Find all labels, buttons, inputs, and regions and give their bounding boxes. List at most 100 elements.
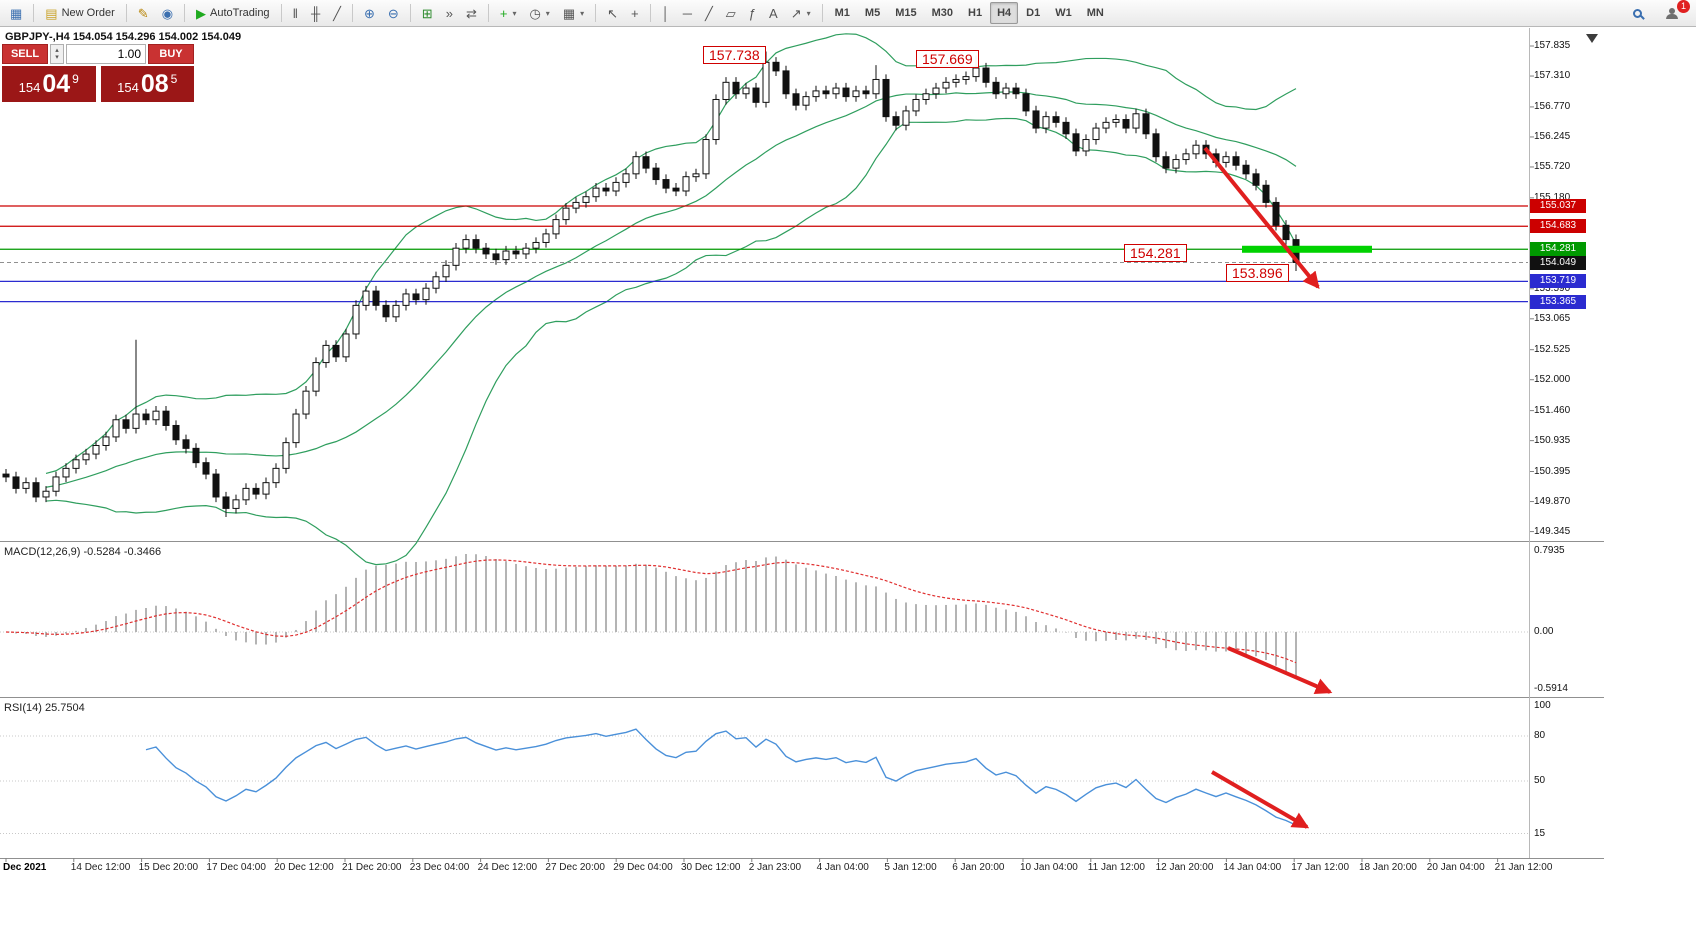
candle-body — [832, 87, 840, 95]
timeframe-m5-button-label: M5 — [864, 7, 881, 19]
fibonacci-button[interactable]: ƒ — [743, 2, 762, 24]
trendline-button[interactable]: ╱ — [699, 2, 719, 24]
candle-body — [892, 116, 900, 126]
candle-body — [662, 179, 670, 189]
candle-body — [932, 87, 940, 95]
candle-body — [342, 333, 350, 358]
new-chart-icon: ▦ — [10, 5, 23, 21]
candlestick-chart-button[interactable]: ╫ — [305, 2, 326, 24]
candle-body — [82, 453, 90, 461]
zoom-in-button[interactable]: ⊕ — [358, 2, 381, 24]
candle-body — [52, 476, 60, 492]
tile-windows-icon: ⊞ — [421, 5, 433, 21]
account-button[interactable]: 1 — [1660, 0, 1690, 24]
candle-body — [762, 61, 770, 103]
cursor-button[interactable]: ↖ — [601, 2, 624, 24]
zoom-in-icon: ⊕ — [363, 5, 375, 21]
candle-body — [1032, 110, 1040, 129]
toolbar-separator — [649, 4, 651, 22]
algo-settings-button[interactable]: ◉ — [156, 2, 179, 24]
candle-body — [992, 81, 1000, 95]
timeframe-h4-button[interactable]: H4 — [990, 2, 1019, 24]
arrows-button[interactable]: ↗ ▾ — [785, 2, 817, 24]
toolbar-separator — [125, 4, 127, 22]
candle-body — [1062, 121, 1070, 135]
candle-body — [1102, 121, 1110, 129]
volume-down-icon[interactable]: ▾ — [55, 54, 59, 61]
tile-windows-button[interactable]: ⊞ — [416, 2, 439, 24]
indicators-button[interactable]: + ▾ — [494, 2, 523, 24]
macd-indicator-label: MACD(12,26,9) -0.5284 -0.3466 — [4, 546, 162, 558]
timeframe-m30-button[interactable]: M30 — [925, 2, 960, 24]
bollinger-lower-band — [45, 117, 1297, 566]
timeframe-m15-button-label: M15 — [895, 7, 917, 19]
search-button[interactable] — [1627, 2, 1648, 24]
periods-button[interactable]: ◷ ▾ — [523, 2, 555, 24]
timeframe-mn-button[interactable]: MN — [1080, 2, 1111, 24]
new-chart-button[interactable]: ▦ — [4, 2, 28, 24]
chart-shift-marker[interactable] — [1586, 34, 1598, 43]
vertical-line-icon: │ — [661, 5, 670, 21]
trend-arrow[interactable] — [1227, 646, 1333, 695]
volume-input[interactable] — [66, 44, 146, 64]
autotrading-button[interactable]: ▶ AutoTrading — [190, 2, 276, 24]
candle-body — [462, 239, 470, 249]
new-order-button[interactable]: ▤ New Order — [39, 2, 120, 24]
templates-button[interactable]: ▦ ▾ — [557, 2, 590, 24]
metaeditor-button[interactable]: ✎ — [132, 2, 155, 24]
support-highlight-bar[interactable] — [1242, 245, 1372, 253]
volume-stepper[interactable]: ▴ ▾ — [50, 44, 64, 64]
timeframe-h1-button[interactable]: H1 — [961, 2, 989, 24]
timeframe-h1-button-label: H1 — [968, 7, 983, 19]
candle-body — [922, 93, 930, 100]
candle-body — [772, 61, 780, 72]
horizontal-line-button[interactable]: ─ — [677, 2, 698, 24]
timeframe-w1-button[interactable]: W1 — [1048, 2, 1079, 24]
timeframe-m15-button[interactable]: M15 — [888, 2, 923, 24]
crosshair-icon: + — [631, 5, 639, 21]
main-toolbar: ▦ ▤ New Order ✎ ◉ ▶ AutoTrading ‖ ╫ ╱ ⊕ ⊖ ⊞» ⇄ + ▾ ◷ ▾ ▦ ▾ ↖… — [0, 0, 1696, 27]
zoom-out-button[interactable]: ⊖ — [382, 2, 405, 24]
timeframe-d1-button[interactable]: D1 — [1019, 2, 1047, 24]
chart-shift-button[interactable]: ⇄ — [460, 2, 483, 24]
buy-price-display[interactable]: 154 08 5 — [100, 66, 194, 102]
algo-settings-icon: ◉ — [161, 5, 174, 21]
timeframe-m1-button[interactable]: M1 — [828, 2, 857, 24]
horizontal-line-icon: ─ — [682, 5, 692, 21]
trend-arrow[interactable] — [1210, 770, 1310, 829]
candle-body — [542, 233, 550, 243]
crosshair-button[interactable]: + — [625, 2, 645, 24]
candle-body — [802, 96, 810, 106]
candle-body — [652, 167, 660, 181]
candle-body — [232, 499, 240, 509]
sell-button[interactable]: SELL — [2, 44, 48, 64]
candle-body — [352, 304, 360, 335]
bar-chart-icon: ‖ — [292, 5, 298, 21]
candle-body — [1052, 116, 1060, 123]
timeframe-m5-button[interactable]: M5 — [858, 2, 887, 24]
text-button[interactable]: A — [763, 2, 784, 24]
sell-price-display[interactable]: 154 04 9 — [2, 66, 96, 102]
candle-body — [782, 70, 790, 95]
candle-body — [1272, 201, 1280, 226]
volume-up-icon[interactable]: ▴ — [55, 47, 59, 54]
candle-body — [412, 293, 420, 301]
auto-scroll-button[interactable]: » — [440, 2, 459, 24]
vertical-line-button[interactable]: │ — [656, 2, 676, 24]
bar-chart-button[interactable]: ‖ — [287, 2, 304, 24]
candle-body — [132, 413, 140, 429]
candle-body — [622, 173, 630, 183]
buy-button[interactable]: BUY — [148, 44, 194, 64]
candle-body — [952, 78, 960, 83]
candle-body — [512, 250, 520, 255]
candle-body — [682, 176, 690, 192]
channel-button[interactable]: ▱ — [720, 2, 742, 24]
candle-body — [292, 413, 300, 444]
line-chart-button[interactable]: ╱ — [327, 2, 347, 24]
trend-arrow[interactable] — [1203, 146, 1320, 289]
candle-body — [452, 247, 460, 266]
candle-body — [1262, 184, 1270, 203]
notification-badge: 1 — [1677, 0, 1690, 13]
